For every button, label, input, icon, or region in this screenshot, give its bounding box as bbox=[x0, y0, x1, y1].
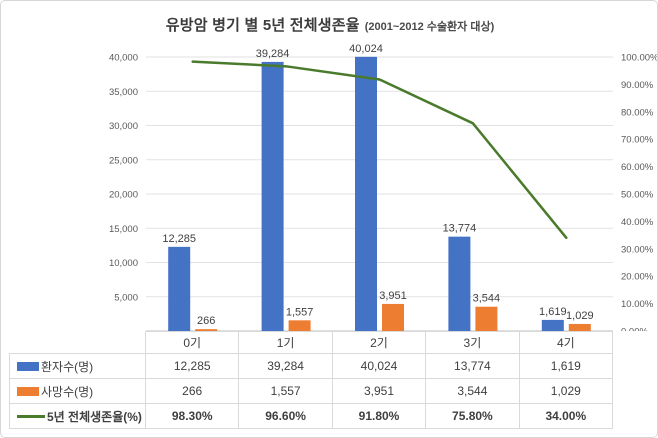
table-value-survival-stage-0: 98.30% bbox=[146, 404, 240, 429]
patients-bar-stage-0 bbox=[168, 246, 191, 331]
survival-line bbox=[191, 60, 568, 240]
right-axis-tick-label: 50.00% bbox=[621, 190, 654, 201]
left-axis-tick-label: 25,000 bbox=[109, 155, 138, 166]
table-corner-cell bbox=[9, 331, 146, 354]
right-axis-tick-label: 20.00% bbox=[621, 272, 654, 283]
right-axis-tick-label: 0.00% bbox=[621, 327, 648, 332]
left-axis-tick-label: - bbox=[135, 327, 138, 332]
table-value-deaths-stage-1: 1,557 bbox=[239, 379, 333, 404]
combo-chart-plot: 40,000 35,000 30,000 25,000 20,000 15,000 10,0… bbox=[109, 43, 658, 332]
legend-swatch-deaths bbox=[17, 386, 39, 396]
table-value-deaths-stage-3: 3,544 bbox=[426, 379, 520, 404]
left-axis-tick-label: 5,000 bbox=[114, 292, 138, 303]
legend-label-patients: 환자수(명) bbox=[41, 359, 94, 374]
table-value-deaths-stage-2: 3,951 bbox=[332, 379, 427, 404]
left-axis-tick-label: 10,000 bbox=[109, 258, 138, 269]
table-row-label-deaths: 사망수(명) bbox=[9, 379, 146, 404]
table-header-stage-0: 0기 bbox=[146, 331, 240, 354]
deaths-bar-stage-3 bbox=[475, 306, 498, 331]
left-axis-tick-label: 40,000 bbox=[109, 53, 138, 64]
right-axis-tick-label: 60.00% bbox=[621, 162, 654, 173]
patients-bar-label-stage-0: 12,285 bbox=[162, 233, 196, 245]
table-value-patients-stage-0: 12,285 bbox=[146, 354, 240, 379]
right-axis-tick-label: 30.00% bbox=[621, 244, 654, 255]
patients-bar-stage-2 bbox=[355, 56, 377, 331]
chart-title-main: 유방암 병기 별 5년 전체생존율 bbox=[165, 17, 360, 34]
legend-swatch-patients bbox=[17, 361, 39, 371]
patients-bar-label-stage-1: 39,284 bbox=[256, 48, 290, 60]
left-axis-tick-label: 30,000 bbox=[109, 121, 138, 132]
legend-label-survival: 5년 전체생존율(%) bbox=[47, 409, 142, 424]
table-value-patients-stage-1: 39,284 bbox=[239, 354, 333, 379]
right-axis-tick-label: 10.00% bbox=[621, 299, 654, 310]
right-axis-tick-label: 80.00% bbox=[621, 107, 654, 118]
table-header-stage-3: 3기 bbox=[426, 331, 520, 354]
patients-bar-label-stage-2: 40,024 bbox=[349, 43, 383, 55]
table-row-label-patients: 환자수(명) bbox=[9, 354, 146, 379]
patients-bar-label-stage-3: 13,774 bbox=[443, 223, 477, 235]
patients-bar-stage-1 bbox=[261, 61, 284, 331]
deaths-bar-label-stage-2: 3,951 bbox=[379, 290, 407, 302]
left-axis-tick-label: 15,000 bbox=[109, 224, 138, 235]
patients-bar-stage-4 bbox=[541, 319, 564, 331]
right-axis-tick-label: 90.00% bbox=[621, 80, 654, 91]
right-axis-tick-label: 100.00% bbox=[621, 53, 658, 64]
table-value-deaths-stage-0: 266 bbox=[146, 379, 240, 404]
patients-bar-label-stage-4: 1,619 bbox=[539, 306, 567, 318]
chart-title-note: (2001~2012 수술환자 대상) bbox=[364, 21, 495, 33]
patients-bar-stage-3 bbox=[448, 236, 471, 331]
table-value-patients-stage-4: 1,619 bbox=[519, 354, 613, 379]
table-value-patients-stage-3: 13,774 bbox=[426, 354, 520, 379]
legend-swatch-survival bbox=[17, 414, 45, 418]
table-value-patients-stage-2: 40,024 bbox=[332, 354, 427, 379]
deaths-bar-stage-0 bbox=[195, 329, 218, 331]
table-value-survival-stage-1: 96.60% bbox=[239, 404, 333, 429]
deaths-bar-label-stage-0: 266 bbox=[197, 315, 215, 327]
table-row-label-survival: 5년 전체생존율(%) bbox=[9, 404, 146, 429]
left-axis-tick-label: 20,000 bbox=[109, 190, 138, 201]
deaths-bar-stage-4 bbox=[568, 323, 591, 331]
chart-title: 유방암 병기 별 5년 전체생존율 (2001~2012 수술환자 대상) bbox=[1, 14, 657, 35]
deaths-bar-label-stage-1: 1,557 bbox=[286, 306, 314, 318]
legend-label-deaths: 사망수(명) bbox=[41, 384, 94, 399]
right-axis-tick-label: 70.00% bbox=[621, 135, 654, 146]
deaths-bar-stage-1 bbox=[288, 320, 311, 331]
right-axis-tick-label: 40.00% bbox=[621, 217, 654, 228]
deaths-bar-label-stage-3: 3,544 bbox=[473, 293, 501, 305]
table-value-survival-stage-4: 34.00% bbox=[519, 404, 613, 429]
deaths-bar-label-stage-4: 1,029 bbox=[566, 310, 594, 322]
table-header-stage-4: 4기 bbox=[519, 331, 613, 354]
deaths-bar-stage-2 bbox=[382, 303, 404, 331]
table-value-survival-stage-3: 75.80% bbox=[426, 404, 520, 429]
table-value-survival-stage-2: 91.80% bbox=[332, 404, 427, 429]
table-header-stage-2: 2기 bbox=[332, 331, 427, 354]
table-value-deaths-stage-4: 1,029 bbox=[519, 379, 613, 404]
table-header-stage-1: 1기 bbox=[239, 331, 333, 354]
left-axis-tick-label: 35,000 bbox=[109, 87, 138, 98]
